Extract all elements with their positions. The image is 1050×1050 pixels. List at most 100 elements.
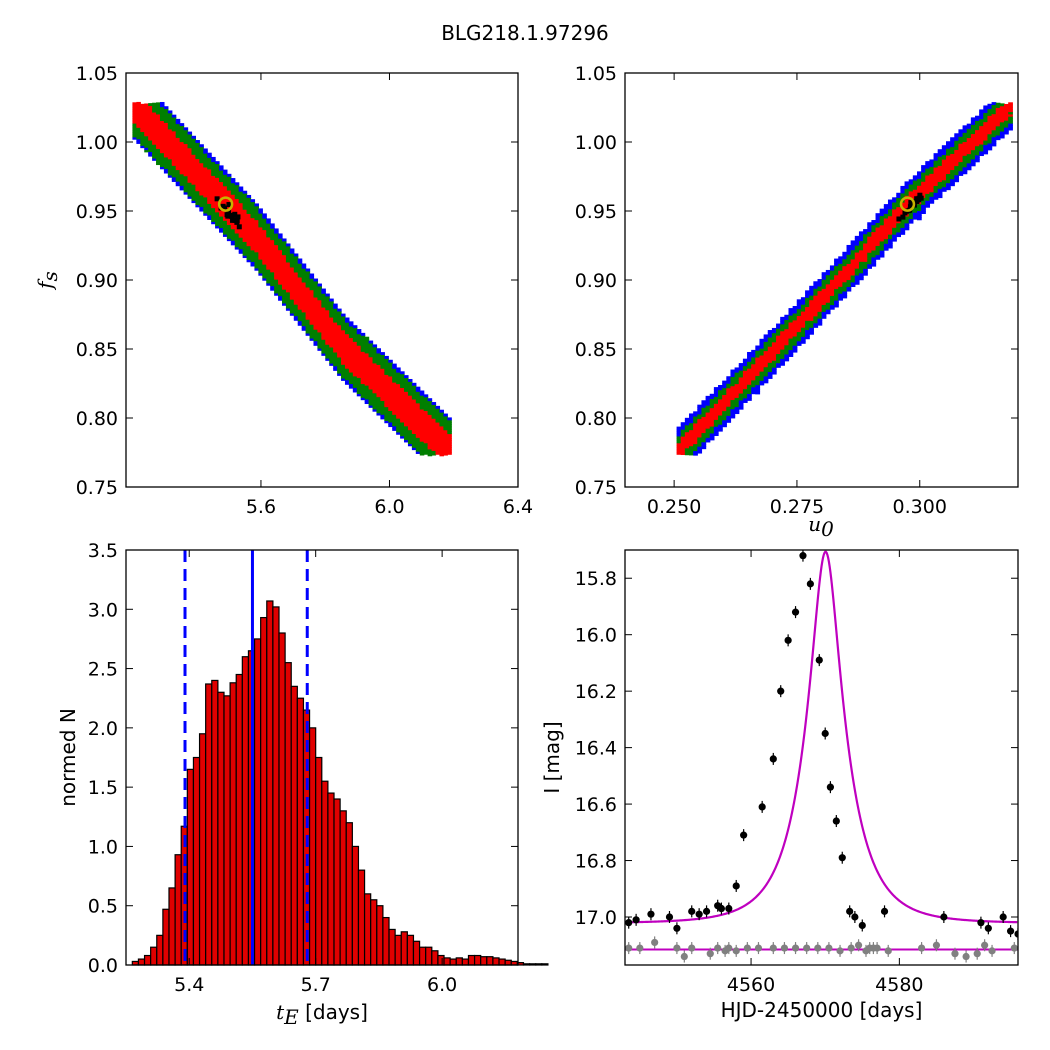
sigma2-cell	[400, 421, 405, 425]
sigma1-cell	[285, 268, 291, 272]
sigma1-cell	[301, 309, 307, 313]
sigma3-cell	[867, 226, 872, 230]
sigma1-cell	[250, 231, 256, 235]
sigma1-cell	[722, 403, 727, 407]
sigma1-cell	[904, 199, 910, 203]
sigma3-cell	[887, 199, 893, 203]
sigma1-cell	[838, 281, 843, 285]
sigma2-cell	[159, 113, 165, 117]
sigma2-cell	[171, 172, 177, 176]
sigma1-cell	[297, 304, 303, 308]
sigma1-cell	[834, 276, 839, 280]
sigma1-cell	[289, 292, 295, 296]
sigma1-cell	[991, 120, 997, 124]
sigma2-cell	[966, 130, 972, 134]
sigma2-cell	[742, 390, 748, 394]
sigma2-cell	[321, 300, 326, 303]
sigma2-cell	[321, 302, 326, 306]
sigma2-cell	[329, 356, 334, 359]
sigma2-cell	[796, 331, 802, 335]
sigma2-cell	[929, 170, 935, 174]
sigma2-cell	[689, 445, 694, 449]
sigma3-cell	[726, 376, 732, 380]
sigma2-cell	[171, 116, 177, 120]
sigma1-cell	[254, 235, 259, 239]
sigma1-cell	[246, 220, 252, 224]
sigma2-cell	[207, 205, 212, 209]
sigma2-cell	[156, 162, 161, 166]
sigma1-cell	[684, 445, 690, 449]
sigma2-cell	[301, 275, 307, 278]
sigma2-cell	[730, 378, 736, 382]
sigma1-cell	[325, 337, 330, 341]
sigma2-cell	[946, 178, 951, 181]
sigma1-cell	[388, 382, 393, 386]
sigma1-cell	[792, 326, 798, 330]
sigma1-cell	[788, 328, 794, 332]
sigma1-cell	[423, 424, 429, 428]
sigma1-cell	[937, 174, 943, 178]
sigma1-cell	[713, 405, 719, 409]
sigma3-cell	[258, 272, 263, 276]
sigma2-cell	[274, 242, 279, 246]
sigma1-cell	[392, 393, 397, 397]
sigma1-cell	[887, 224, 893, 228]
sigma3-cell	[916, 215, 922, 218]
sigma2-cell	[999, 124, 1005, 127]
sigma1-cell	[846, 263, 852, 267]
sigma1-cell	[734, 383, 740, 387]
sigma2-cell	[163, 110, 169, 114]
sigma3-cell	[380, 352, 385, 355]
sigma1-cell	[979, 137, 984, 140]
histogram-bar	[412, 940, 421, 966]
sigma1-cell	[892, 215, 897, 219]
sigma2-cell	[776, 360, 781, 364]
sigma2-cell	[439, 412, 444, 415]
sigma2-cell	[937, 181, 943, 185]
sigma2-cell	[309, 324, 315, 328]
sigma2-cell	[159, 118, 165, 121]
sigma1-cell	[759, 361, 765, 365]
sigma2-cell	[222, 178, 228, 182]
sigma1-cell	[175, 153, 181, 157]
sigma3-cell	[755, 389, 761, 393]
sigma2-cell	[372, 358, 378, 362]
sigma1-cell	[676, 442, 682, 446]
sigma1-cell	[443, 445, 448, 449]
sigma2-cell	[415, 446, 421, 450]
sigma2-cell	[676, 435, 682, 439]
sigma2-cell	[317, 297, 322, 301]
sigma1-cell	[258, 236, 263, 239]
sigma1-cell	[203, 187, 208, 191]
sigma1-cell	[380, 384, 385, 388]
sigma2-cell	[234, 237, 240, 241]
sigma2-cell	[226, 231, 232, 235]
sigma1-cell	[701, 420, 707, 424]
sigma2-cell	[199, 148, 204, 152]
sigma2-cell	[230, 189, 236, 193]
sigma2-cell	[933, 187, 939, 191]
sigma3-cell	[991, 141, 997, 145]
sigma1-cell	[278, 263, 283, 267]
sigma2-cell	[684, 427, 690, 430]
sigma3-cell	[950, 183, 955, 187]
sigma1-cell	[254, 247, 259, 251]
sigma2-cell	[266, 227, 271, 231]
sigma2-cell	[755, 375, 761, 379]
sigma2-cell	[734, 399, 740, 403]
sigma2-cell	[821, 306, 827, 310]
sigma2-cell	[447, 424, 452, 428]
sigma2-cell	[171, 121, 177, 125]
sigma1-cell	[384, 385, 389, 389]
sigma1-cell	[211, 179, 216, 183]
sigma1-cell	[352, 355, 358, 358]
sigma2-cell	[219, 222, 224, 226]
sigma1-cell	[274, 267, 279, 271]
sigma2-cell	[219, 225, 224, 229]
sigma1-cell	[195, 158, 200, 162]
sigma1-cell	[407, 424, 413, 428]
sigma2-cell	[262, 273, 267, 277]
sigma1-cell	[817, 292, 823, 296]
sigma2-cell	[258, 270, 263, 274]
sigma1-cell	[344, 358, 350, 362]
